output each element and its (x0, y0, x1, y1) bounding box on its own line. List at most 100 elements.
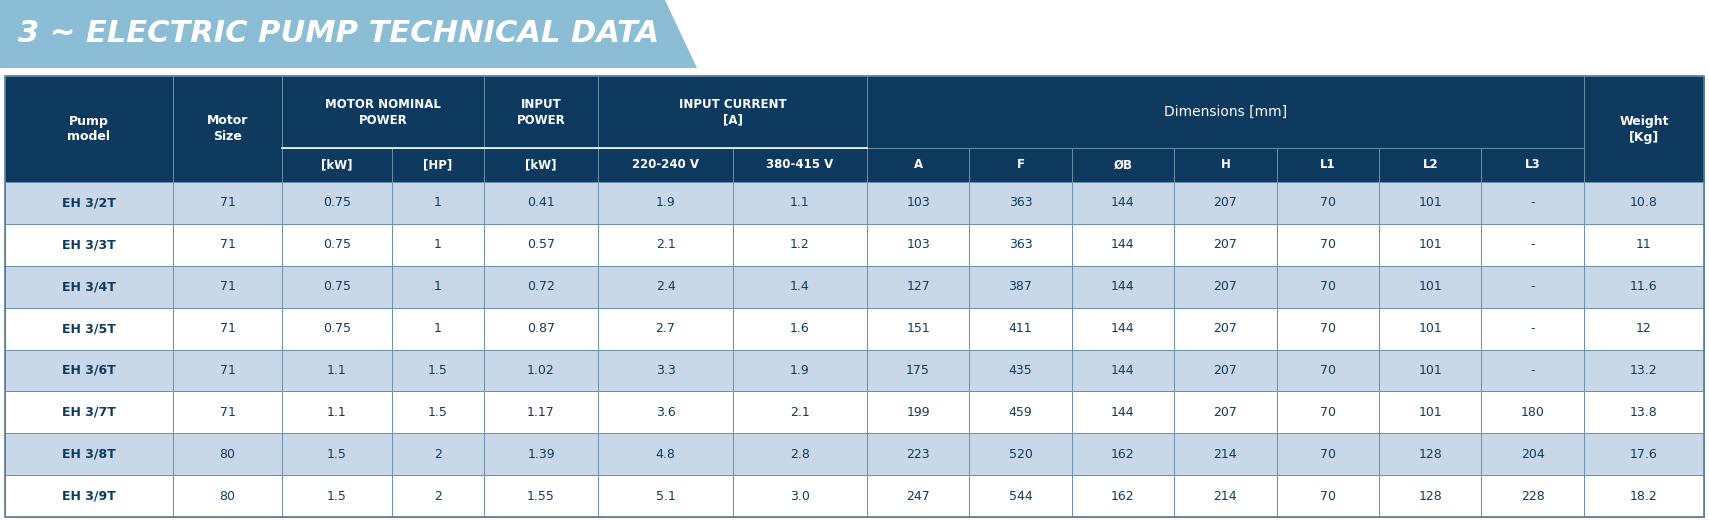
Text: 101: 101 (1418, 280, 1442, 293)
Text: 71: 71 (219, 364, 236, 377)
Bar (1277, 224, 1379, 266)
Bar (484, 148, 598, 182)
Bar (1482, 433, 1584, 475)
Bar (282, 148, 391, 182)
Bar (969, 433, 1072, 475)
Bar (391, 433, 484, 475)
Text: 0.87: 0.87 (526, 322, 555, 335)
Text: 1: 1 (434, 196, 441, 209)
Text: 0.75: 0.75 (323, 322, 350, 335)
Bar (282, 266, 391, 307)
Text: 4.8: 4.8 (656, 448, 675, 461)
Bar (173, 182, 282, 224)
Bar (1174, 182, 1277, 224)
Text: 101: 101 (1418, 239, 1442, 251)
Text: 1.5: 1.5 (427, 364, 448, 377)
Bar (391, 392, 484, 433)
Bar (1072, 182, 1174, 224)
Bar (5, 475, 173, 517)
Text: 71: 71 (219, 196, 236, 209)
Text: 1.1: 1.1 (790, 196, 810, 209)
Text: F: F (1017, 159, 1024, 172)
Bar (1584, 224, 1704, 266)
Bar (5, 433, 173, 475)
Bar (598, 350, 733, 392)
Bar (1482, 475, 1584, 517)
Text: 127: 127 (906, 280, 930, 293)
Bar (1174, 307, 1277, 350)
Text: 387: 387 (1008, 280, 1032, 293)
Bar (1584, 475, 1704, 517)
Bar (1174, 433, 1277, 475)
Bar (173, 392, 282, 433)
Bar (866, 350, 969, 392)
Text: 10.8: 10.8 (1630, 196, 1658, 209)
Text: 101: 101 (1418, 406, 1442, 419)
Bar (866, 224, 969, 266)
Bar (5, 76, 173, 182)
Text: 70: 70 (1319, 490, 1336, 503)
Text: 1.5: 1.5 (326, 448, 347, 461)
Bar (969, 307, 1072, 350)
Text: 70: 70 (1319, 448, 1336, 461)
Bar (282, 307, 391, 350)
Text: 207: 207 (1213, 322, 1237, 335)
Text: 520: 520 (1008, 448, 1032, 461)
Text: 144: 144 (1111, 322, 1135, 335)
Text: 3 ~ ELECTRIC PUMP TECHNICAL DATA: 3 ~ ELECTRIC PUMP TECHNICAL DATA (19, 19, 660, 49)
Bar (1174, 392, 1277, 433)
Text: 207: 207 (1213, 196, 1237, 209)
Bar (969, 266, 1072, 307)
Text: 204: 204 (1521, 448, 1545, 461)
Bar (484, 266, 598, 307)
Bar (1174, 148, 1277, 182)
Text: 151: 151 (906, 322, 930, 335)
Text: 103: 103 (906, 239, 930, 251)
Text: 1.39: 1.39 (526, 448, 555, 461)
Text: 1.6: 1.6 (790, 322, 810, 335)
Bar (1482, 266, 1584, 307)
Text: 207: 207 (1213, 280, 1237, 293)
Text: 1: 1 (434, 280, 441, 293)
Bar (391, 224, 484, 266)
Text: 70: 70 (1319, 406, 1336, 419)
Text: 247: 247 (906, 490, 930, 503)
Text: 101: 101 (1418, 196, 1442, 209)
Bar (5, 76, 1704, 517)
Bar (598, 307, 733, 350)
Bar (1482, 182, 1584, 224)
Text: Pump
model: Pump model (67, 114, 111, 144)
Bar (282, 224, 391, 266)
Bar (484, 392, 598, 433)
Bar (733, 392, 866, 433)
Bar (866, 76, 1584, 148)
Text: 103: 103 (906, 196, 930, 209)
Text: EH 3/7T: EH 3/7T (62, 406, 116, 419)
Bar (866, 266, 969, 307)
Bar (1379, 182, 1482, 224)
Bar (1584, 266, 1704, 307)
Bar (1277, 433, 1379, 475)
Text: 0.72: 0.72 (526, 280, 555, 293)
Text: 220-240 V: 220-240 V (632, 159, 699, 172)
Bar (1482, 350, 1584, 392)
Bar (1584, 350, 1704, 392)
Text: 11.6: 11.6 (1630, 280, 1658, 293)
Text: 144: 144 (1111, 280, 1135, 293)
Bar (1482, 148, 1584, 182)
Bar (1072, 307, 1174, 350)
Text: 411: 411 (1008, 322, 1032, 335)
Bar (969, 475, 1072, 517)
Bar (969, 392, 1072, 433)
Bar (282, 392, 391, 433)
Bar (1174, 224, 1277, 266)
Text: 459: 459 (1008, 406, 1032, 419)
Text: 71: 71 (219, 322, 236, 335)
Bar (1072, 433, 1174, 475)
Text: -: - (1531, 280, 1535, 293)
Text: EH 3/9T: EH 3/9T (62, 490, 116, 503)
Text: 128: 128 (1418, 448, 1442, 461)
Text: 1.02: 1.02 (526, 364, 555, 377)
Text: EH 3/2T: EH 3/2T (62, 196, 116, 209)
Bar (598, 182, 733, 224)
